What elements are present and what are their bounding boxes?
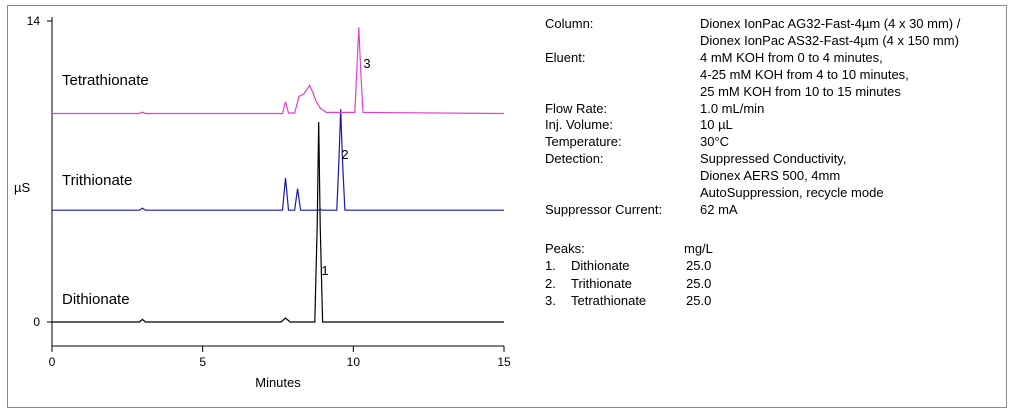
peak-number: 1. <box>545 258 556 273</box>
condition-value: 30°C <box>700 134 730 150</box>
condition-value: 62 mA <box>700 201 738 217</box>
condition-value: 10 µL <box>700 117 733 133</box>
condition-value: Dionex IonPac AG32-Fast-4µm (4 x 30 mm) … <box>700 16 961 31</box>
condition-value: 25 mM KOH from 10 to 15 minutes <box>700 83 901 99</box>
peak-number-label: 3 <box>363 56 370 71</box>
peak-number: 2. <box>545 275 556 291</box>
series-label-tetrathionate: Tetrathionate <box>62 72 149 89</box>
condition-label: Flow Rate: <box>545 100 608 116</box>
x-tick-label: 10 <box>347 355 361 369</box>
peak-value: 25.0 <box>686 275 712 291</box>
peak-value: 25.0 <box>686 258 712 273</box>
series-line-tetrathionate <box>52 27 505 115</box>
condition-label: Suppressor Current: <box>545 201 663 217</box>
peaks-header: Peaks: <box>545 241 585 256</box>
peaks-unit: mg/L <box>684 241 713 256</box>
condition-value: 1.0 mL/min <box>700 100 765 116</box>
condition-label: Eluent: <box>545 49 586 65</box>
peak-name: Tetrathionate <box>571 293 647 308</box>
series-label-trithionate: Trithionate <box>62 172 132 189</box>
condition-value: 4 mM KOH from 0 to 4 minutes, <box>700 49 883 65</box>
condition-label: Detection: <box>545 151 604 167</box>
condition-label: Column: <box>545 16 594 31</box>
peak-number: 3. <box>545 293 556 308</box>
condition-value: Dionex IonPac AS32-Fast-4µm (4 x 150 mm) <box>700 32 959 48</box>
condition-value: AutoSuppression, recycle mode <box>700 185 884 200</box>
y-tick-label: 0 <box>33 315 40 329</box>
x-axis-label: Minutes <box>255 375 301 390</box>
x-tick-label: 0 <box>49 355 56 369</box>
condition-value: Dionex AERS 500, 4mm <box>700 168 841 184</box>
condition-value: 4-25 mM KOH from 4 to 10 minutes, <box>700 66 909 82</box>
y-axis-label: µS <box>14 180 30 195</box>
figure-frame <box>7 5 1007 408</box>
peak-number-label: 1 <box>321 263 328 278</box>
peak-number-label: 2 <box>341 147 348 162</box>
x-tick-label: 5 <box>199 355 206 369</box>
series-line-dithionate <box>52 121 504 323</box>
x-tick-label: 15 <box>497 355 511 369</box>
condition-label: Temperature: <box>545 134 622 150</box>
condition-label: Inj. Volume: <box>545 117 613 133</box>
peak-name: Dithionate <box>571 258 630 273</box>
condition-value: Suppressed Conductivity, <box>700 151 847 167</box>
peak-value: 25.0 <box>686 293 712 308</box>
y-tick-label: 14 <box>27 14 41 28</box>
series-line-trithionate <box>52 109 504 211</box>
series-label-dithionate: Dithionate <box>62 291 130 308</box>
peak-name: Trithionate <box>571 275 632 291</box>
